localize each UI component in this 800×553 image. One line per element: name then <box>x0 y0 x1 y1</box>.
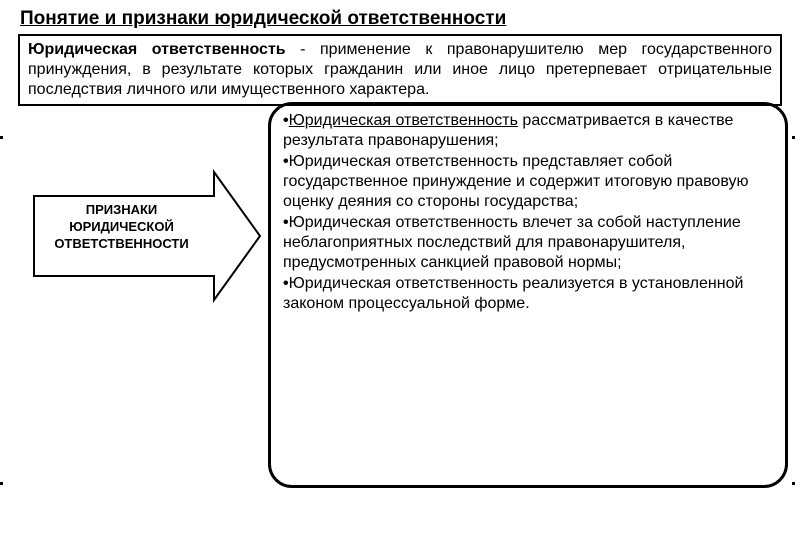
lower-area: ПРИЗНАКИ ЮРИДИЧЕСКОЙ ОТВЕТСТВЕННОСТИ •Юр… <box>0 106 800 486</box>
sign-item: •Юридическая ответственность реализуется… <box>283 274 775 315</box>
sign-item: •Юридическая ответственность рассматрива… <box>283 111 775 152</box>
arrow-label-line1: ПРИЗНАКИ <box>86 202 158 217</box>
sign-text-1: Юридическая ответственность представляет… <box>283 153 748 211</box>
arrow-label: ПРИЗНАКИ ЮРИДИЧЕСКОЙ ОТВЕТСТВЕННОСТИ <box>44 202 199 253</box>
page-title: Понятие и признаки юридической ответстве… <box>0 0 800 34</box>
sign-item: •Юридическая ответственность влечет за с… <box>283 213 775 274</box>
sign-text-2: Юридическая ответственность влечет за со… <box>283 214 741 272</box>
arrow-block: ПРИЗНАКИ ЮРИДИЧЕСКОЙ ОТВЕТСТВЕННОСТИ <box>24 166 264 306</box>
arrow-label-line2: ЮРИДИЧЕСКОЙ <box>69 219 174 234</box>
definition-term: Юридическая ответственность <box>28 41 286 58</box>
arrow-label-line3: ОТВЕТСТВЕННОСТИ <box>54 236 188 251</box>
corner-dot-icon <box>0 136 3 139</box>
sign-text-3: Юридическая ответственность реализуется … <box>283 275 743 312</box>
sign-item: •Юридическая ответственность представляе… <box>283 152 775 213</box>
corner-dot-icon <box>792 482 795 485</box>
signs-box: •Юридическая ответственность рассматрива… <box>268 102 788 488</box>
definition-box: Юридическая ответственность - применение… <box>18 34 782 106</box>
sign-underline: Юридическая ответственность <box>289 112 518 129</box>
corner-dot-icon <box>792 136 795 139</box>
corner-dot-icon <box>0 482 3 485</box>
